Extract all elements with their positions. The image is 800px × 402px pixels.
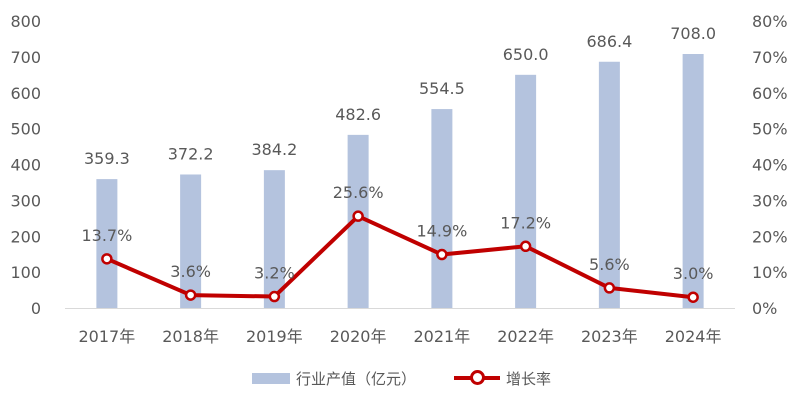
y-right-tick-label: 20% [752,227,788,246]
y-left-tick-label: 800 [10,12,41,31]
y-left-tick-label: 200 [10,227,41,246]
y-right-tick-label: 50% [752,120,788,139]
x-tick-label: 2021年 [414,327,471,346]
y-right-tick-label: 60% [752,84,788,103]
y-left-tick-label: 400 [10,156,41,175]
y-left-tick-label: 600 [10,84,41,103]
y-right-tick-label: 0% [752,299,777,318]
legend-swatch-bar [252,372,290,384]
growth-rate-line [106,214,694,300]
y-right-tick-label: 10% [752,263,788,282]
growth-rate-label: 3.0% [673,264,714,283]
x-tick-label: 2017年 [79,327,136,346]
growth-rate-label: 3.6% [170,262,211,281]
y-left-tick-label: 300 [10,191,41,210]
bar-output [180,174,202,308]
growth-rate-point [184,289,197,301]
legend-item-output: 行业产值（亿元） [252,366,416,390]
bar-data-label: 708.0 [670,24,716,43]
chart: 0 100 200 300 400 500 600 700 800 0% 10% 20% 30% 40% 5… [10,12,788,346]
y-right-tick-label: 40% [752,156,788,175]
y-left-tick-label: 100 [10,263,41,282]
growth-rate-label: 17.2% [500,213,551,232]
growth-rate-label: 25.6% [333,183,384,202]
bar-data-label: 359.3 [84,149,130,168]
bar-output [682,54,704,308]
bar-output [515,74,537,308]
growth-rate-point [101,253,113,265]
growth-rate-point [268,290,281,303]
x-tick-label: 2019年 [246,327,303,346]
bar-data-label: 686.4 [586,32,632,51]
bar-data-label: 554.5 [419,79,465,98]
growth-rate-point [519,240,532,253]
x-tick-label: 2022年 [497,327,554,346]
y-right-tick-label: 80% [752,12,788,31]
growth-rate-label: 3.2% [254,264,295,283]
growth-rate-label: 5.6% [589,255,630,274]
bar-data-label: 650.0 [503,45,549,64]
bar-output [96,179,118,308]
bar-output [431,109,453,309]
y-right-tick-label: 30% [752,191,788,210]
x-tick-label: 2020年 [330,327,387,346]
growth-rate-point [352,210,364,222]
legend-swatch-line [454,370,500,385]
growth-rate-point [687,291,699,303]
legend-item-growth: 增长率 [454,366,551,390]
growth-rate-point [436,248,448,261]
x-tick-label: 2018年 [162,327,219,346]
y-left-tick-label: 500 [10,120,41,139]
growth-rate-label: 14.9% [416,222,467,241]
y-left-tick-label: 700 [10,48,41,67]
bar-data-label: 384.2 [251,140,297,159]
legend-label-growth: 增长率 [506,369,552,388]
bar-output [598,61,620,309]
growth-rate-point [603,282,616,294]
y-left-tick-label: 0 [31,299,41,318]
x-tick-label: 2024年 [665,327,722,346]
x-tick-label: 2023年 [581,327,638,346]
legend-label-output: 行业产值（亿元） [296,369,417,388]
legend: 行业产值（亿元） 增长率 [0,366,800,390]
bar-data-label: 372.2 [168,144,214,163]
y-right-tick-label: 70% [752,48,788,67]
growth-rate-label: 13.7% [81,226,132,245]
bar-data-label: 482.6 [335,105,381,124]
bar-output [263,170,285,308]
